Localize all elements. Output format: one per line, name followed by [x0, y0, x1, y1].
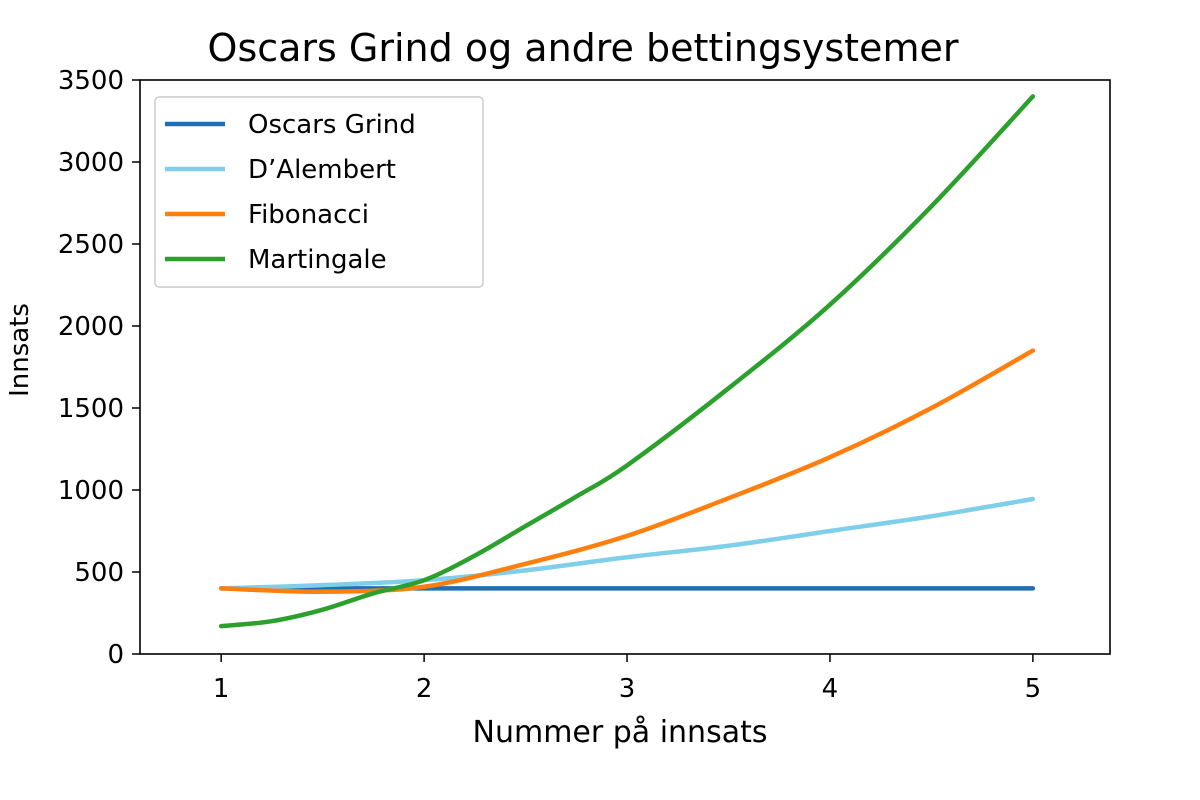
series-line-fibonacci: [218, 348, 1036, 594]
y-axis-label: Innsats: [5, 303, 35, 397]
legend-label: Oscars Grind: [248, 110, 416, 140]
legend-box: [154, 96, 484, 288]
x-tick-label: 5: [1025, 674, 1042, 704]
y-tick-label: 1500: [58, 394, 124, 424]
y-tick-label: 2000: [58, 312, 124, 342]
series-line-martingale: [218, 94, 1036, 629]
x-tick-label: 4: [822, 674, 839, 704]
y-tick-label: 500: [74, 558, 124, 588]
y-tick-label: 0: [107, 640, 124, 670]
legend-label: D’Alembert: [248, 155, 396, 185]
x-tick-label: 2: [416, 674, 433, 704]
y-tick-label: 3500: [58, 66, 124, 96]
y-tick-label: 1000: [58, 476, 124, 506]
series-line-d-alembert: [218, 496, 1036, 591]
legend: Oscars Grind D’Alembert Fibonacci Martingal…: [154, 96, 484, 288]
x-tick-label: 1: [213, 674, 230, 704]
plot-frame: [139, 79, 1111, 655]
plot-area: [218, 94, 1036, 629]
x-axis-label: Nummer på innsats: [473, 715, 768, 750]
axis-ticks: 1 2 3 4 5 0 500 1000 1500 2000 2500 3000 3500: [58, 66, 1041, 704]
legend-label: Martingale: [248, 245, 387, 275]
x-tick-label: 3: [619, 674, 636, 704]
y-tick-label: 3000: [58, 148, 124, 178]
chart-title: Oscars Grind og andre bettingsystemer: [208, 26, 959, 70]
y-tick-label: 2500: [58, 230, 124, 260]
legend-label: Fibonacci: [248, 200, 369, 230]
